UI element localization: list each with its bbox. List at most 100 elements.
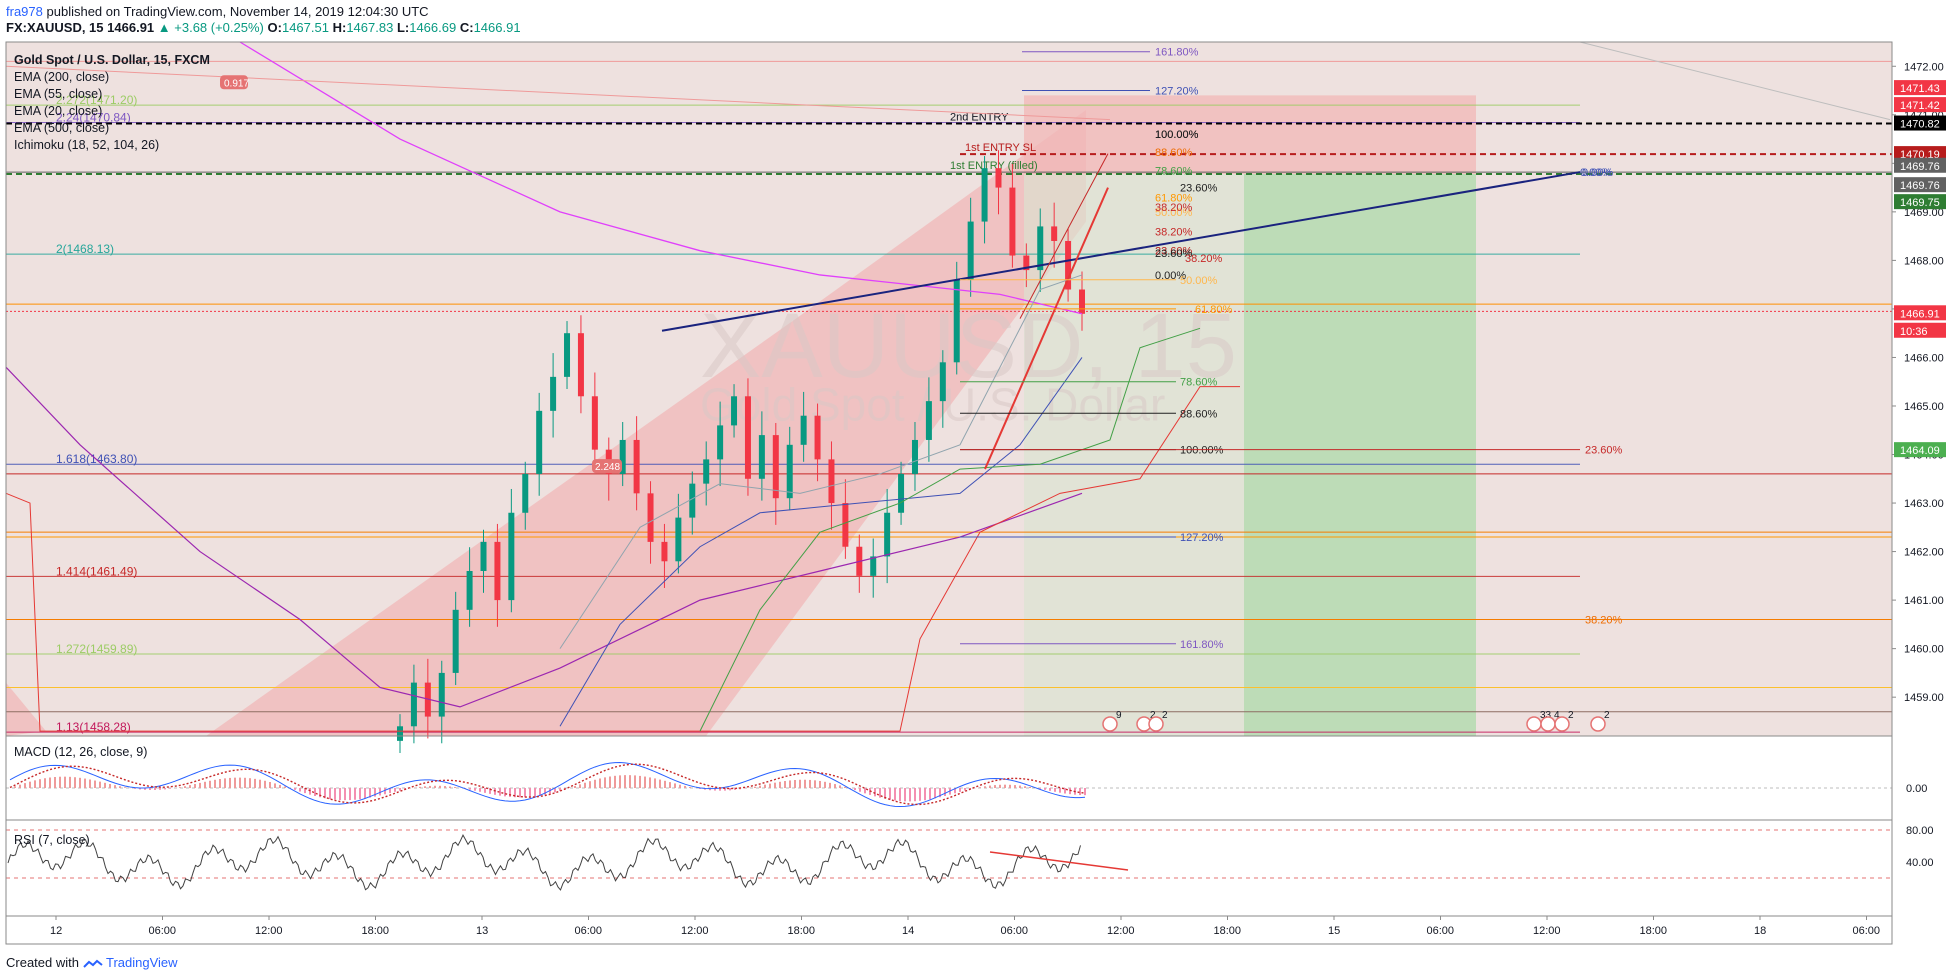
fib-mid-label: 78.60% <box>1180 377 1218 389</box>
price-scale-label: 1471.43 <box>1900 83 1940 95</box>
price-tick-label: 1460.00 <box>1904 644 1944 656</box>
candle-body <box>675 517 682 562</box>
fib-upper-label: 127.20% <box>1155 86 1199 98</box>
rsi-pane-bg <box>6 820 1892 916</box>
ascending-channel <box>206 109 1086 737</box>
ema-blue <box>559 357 1083 727</box>
candle-body <box>967 221 974 280</box>
candle-body <box>564 333 571 377</box>
price-tick-label: 1461.00 <box>1904 595 1944 607</box>
candle-body <box>828 459 835 504</box>
rsi-label[interactable]: RSI (7, close) <box>14 833 90 847</box>
fib-extension-label: 1.13(1458.28) <box>56 720 131 734</box>
price-scale-label: 1471.42 <box>1900 100 1940 112</box>
event-count-label: 9 <box>1116 710 1122 721</box>
fib-mid-label: 50.00% <box>1180 275 1218 287</box>
candle-body <box>814 415 821 460</box>
legend-ema20[interactable]: EMA (20, close) <box>14 104 103 118</box>
fib-extension-label: 1.414(1461.49) <box>56 564 137 578</box>
price-scale-label-bg <box>1894 80 1946 96</box>
price-tick-label: 1465.00 <box>1904 401 1944 413</box>
candle-body <box>1009 187 1016 256</box>
time-tick-label: 06:00 <box>1427 925 1455 937</box>
candle-body <box>577 333 584 397</box>
ichimoku-span-a <box>699 327 1201 732</box>
fib-extension-label: 2.24(1470.84) <box>56 111 131 125</box>
price-scale-label-bg <box>1894 115 1946 131</box>
author-link[interactable]: fra978 <box>6 4 43 19</box>
price-scale-label-bg <box>1894 157 1946 173</box>
long-trend <box>5 65 1111 121</box>
fib-mid-label: 61.80% <box>1195 304 1233 316</box>
candle-body <box>1079 289 1085 314</box>
footer: Created with TradingView <box>6 955 178 970</box>
candle-body <box>619 439 626 474</box>
ema-tag-label: 0.917 <box>224 78 249 89</box>
time-tick-label: 12:00 <box>1533 925 1561 937</box>
time-tick-label: 06:00 <box>1853 925 1881 937</box>
time-tick-label: 12 <box>50 925 62 937</box>
legend-title: Gold Spot / U.S. Dollar, 15, FXCM <box>14 53 210 67</box>
rsi-upper-label: 80.00 <box>1906 825 1934 837</box>
candle-body <box>591 396 598 450</box>
macd-zero-label: 0.00 <box>1906 783 1927 795</box>
candle-body <box>410 682 417 727</box>
candle-body <box>786 444 793 499</box>
high-label: H: <box>332 20 347 35</box>
candle-body <box>508 512 515 601</box>
price-tick-label: 1459.00 <box>1904 692 1944 704</box>
candle-body <box>800 415 807 445</box>
candle-body <box>717 425 724 460</box>
candle-body <box>536 410 543 474</box>
fib-extension-label: 2(1468.13) <box>56 242 114 256</box>
macd-histogram <box>14 775 1086 802</box>
candle-body <box>981 168 988 222</box>
economic-event-icon <box>1590 716 1606 732</box>
candle-body <box>480 541 487 571</box>
time-tick-label: 12:00 <box>255 925 283 937</box>
fib-upper-label: 38.20% <box>1155 226 1193 238</box>
legend-ema55[interactable]: EMA (55, close) <box>14 87 103 101</box>
price-scale-label: 1466.91 <box>1900 308 1940 320</box>
price-scale-label-bg <box>1894 194 1946 210</box>
price-scale-label-bg <box>1894 442 1946 458</box>
candle-body <box>633 439 640 494</box>
price-scale-label: 1469.76 <box>1900 161 1940 173</box>
price-tick-label: 1466.00 <box>1904 352 1944 364</box>
candle-body <box>438 672 445 717</box>
fib-mid-label: 100.00% <box>1180 445 1224 457</box>
legend-ichimoku[interactable]: Ichimoku (18, 52, 104, 26) <box>14 138 160 152</box>
price-scale-label: 10:36 <box>1900 326 1928 338</box>
economic-event-icon <box>1554 716 1570 732</box>
legend-ema500[interactable]: EMA (500, close) <box>14 121 110 135</box>
ema-magenta <box>239 41 1083 315</box>
time-tick-label: 15 <box>1328 925 1340 937</box>
target-zone <box>1244 174 1476 736</box>
event-count-label: 2 <box>1604 710 1610 721</box>
candle-body <box>689 483 696 518</box>
fib-upper-label: 50.00% <box>1155 207 1193 219</box>
channel-tag-bg <box>592 459 622 474</box>
event-count-label: 2 <box>1162 710 1168 721</box>
rsi-divergence-line <box>989 851 1129 871</box>
event-count-label: 2 <box>1568 710 1574 721</box>
candle-body <box>466 570 473 610</box>
target-zone-left <box>1024 174 1244 736</box>
candle-body <box>884 512 891 557</box>
legend-ema200[interactable]: EMA (200, close) <box>14 70 110 84</box>
created-with: Created with <box>6 955 79 970</box>
tradingview-link[interactable]: TradingView <box>106 955 178 970</box>
macd-label[interactable]: MACD (12, 26, close, 9) <box>14 745 148 759</box>
red-rays <box>1019 153 1109 319</box>
chart-frame[interactable]: XAUUSD, 15 Gold Spot / U.S. Dollar 2.272(1… <box>0 40 1956 945</box>
fib-mid-label: 88.60% <box>1180 408 1218 420</box>
event-count-label: 33 <box>1540 710 1552 721</box>
candle-body <box>550 376 557 411</box>
far-trend <box>1579 41 1891 121</box>
candle-body <box>661 541 668 562</box>
fib-mid-label: 100.00% <box>1155 129 1199 141</box>
time-tick-label: 06:00 <box>1001 925 1029 937</box>
fib-right-label: 23.60% <box>1585 445 1623 457</box>
fib-upper-label: 161.80% <box>1155 47 1199 59</box>
